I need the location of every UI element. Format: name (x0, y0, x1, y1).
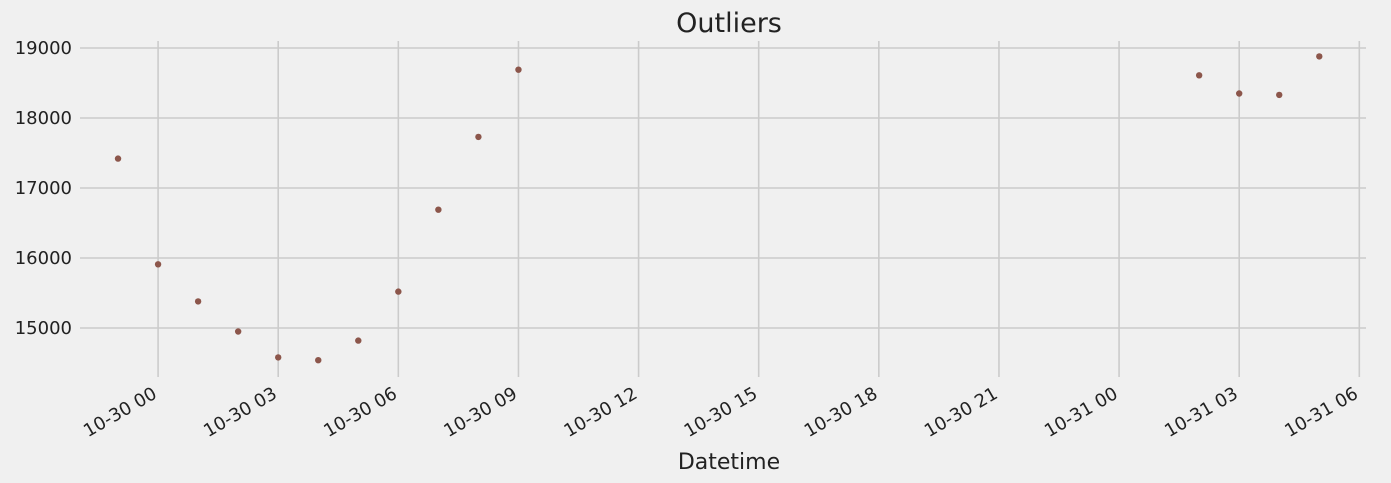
grid (80, 41, 1366, 377)
x-axis-label: Datetime (678, 450, 780, 475)
data-points (114, 53, 1323, 364)
data-point (114, 155, 122, 162)
data-point (395, 288, 402, 295)
x-tick-label: 10-30 18 (801, 383, 882, 442)
x-tick-label: 10-30 21 (921, 383, 1002, 442)
x-tick-label: 10-30 03 (200, 383, 281, 442)
data-point (475, 133, 482, 141)
data-point (1276, 91, 1283, 99)
x-tick-label: 10-30 12 (560, 383, 641, 442)
y-tick-label: 17000 (15, 178, 72, 199)
data-point (194, 298, 202, 305)
data-point (435, 206, 442, 213)
data-point (1195, 72, 1203, 79)
y-tick-label: 18000 (15, 108, 72, 129)
x-tick-label: 10-30 09 (440, 383, 521, 442)
y-tick-label: 16000 (15, 248, 72, 269)
data-point (355, 337, 362, 344)
y-tick-label: 19000 (15, 38, 72, 59)
x-tick-label: 10-31 03 (1161, 383, 1242, 442)
x-tick-label: 10-30 15 (681, 383, 762, 442)
x-tick-label: 10-30 00 (80, 383, 161, 442)
chart-title: Outliers (676, 8, 782, 39)
data-point (275, 354, 282, 361)
y-tick-label: 15000 (15, 318, 72, 339)
data-point (1236, 90, 1243, 97)
data-point (515, 66, 522, 73)
x-tick-labels: 10-30 00 10-30 03 10-30 06 10-30 09 10-30 12… (80, 383, 1362, 442)
x-tick-label: 10-30 06 (320, 383, 401, 442)
data-point (154, 261, 162, 268)
data-point (234, 328, 242, 335)
data-point (1316, 53, 1323, 60)
x-tick-label: 10-31 06 (1281, 383, 1362, 442)
x-tick-label: 10-31 00 (1041, 383, 1122, 442)
data-point (315, 357, 322, 364)
y-tick-labels: 15000 16000 17000 18000 19000 (15, 38, 72, 339)
